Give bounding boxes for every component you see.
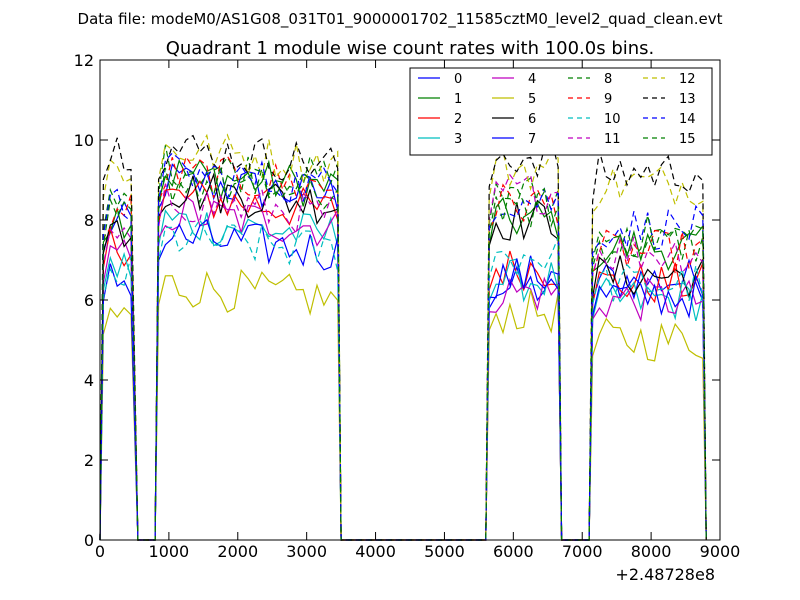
legend-label-0: 0	[454, 72, 462, 87]
plot-lines	[99, 133, 707, 541]
legend-label-4: 4	[528, 72, 536, 87]
x-axis: 0 1000 2000 3000 4000 5000 6000 7000 8000 9000	[95, 60, 740, 561]
series-line-12	[99, 133, 707, 541]
series-line-5	[99, 268, 707, 541]
legend-label-14: 14	[679, 112, 696, 127]
data-file-label: Data file: modeM0/AS1G08_031T01_90000017…	[78, 10, 723, 29]
chart-title: Quadrant 1 module wise count rates with …	[166, 38, 655, 59]
series-line-1	[99, 158, 707, 541]
y-tick-label: 10	[74, 131, 94, 150]
legend-label-1: 1	[454, 92, 462, 107]
series-line-15	[99, 165, 707, 541]
series-line-13	[99, 134, 707, 541]
legend-label-6: 6	[528, 112, 536, 127]
legend-label-15: 15	[679, 132, 696, 147]
series-line-4	[99, 195, 707, 541]
x-axis-offset-label: +2.48728e8	[615, 565, 715, 584]
x-tick-label: 6000	[493, 542, 534, 561]
y-tick-label: 12	[74, 51, 94, 70]
x-tick-label: 0	[95, 542, 105, 561]
legend-label-7: 7	[528, 132, 536, 147]
series-line-9	[99, 155, 707, 541]
x-tick-label: 3000	[286, 542, 327, 561]
series-line-8	[99, 145, 707, 541]
legend-label-10: 10	[604, 112, 621, 127]
legend-label-3: 3	[454, 132, 462, 147]
series-line-0	[99, 163, 707, 541]
x-tick-label: 5000	[424, 542, 465, 561]
legend-label-11: 11	[604, 132, 621, 147]
x-tick-label: 7000	[562, 542, 603, 561]
y-tick-label: 6	[84, 291, 94, 310]
x-tick-label: 1000	[149, 542, 190, 561]
legend-label-13: 13	[679, 92, 696, 107]
x-tick-label: 8000	[631, 542, 672, 561]
series-line-3	[99, 209, 707, 541]
series-line-10	[99, 218, 707, 541]
legend-label-8: 8	[604, 72, 612, 87]
legend-label-9: 9	[604, 92, 612, 107]
legend-label-5: 5	[528, 92, 536, 107]
series-line-6	[99, 172, 707, 541]
x-tick-label: 4000	[355, 542, 396, 561]
y-tick-label: 2	[84, 451, 94, 470]
legend-label-12: 12	[679, 72, 696, 87]
x-tick-label: 9000	[700, 542, 741, 561]
x-tick-label: 2000	[217, 542, 258, 561]
legend-box	[409, 67, 713, 156]
y-tick-label: 0	[84, 531, 94, 550]
series-line-11	[99, 173, 707, 541]
y-tick-label: 8	[84, 211, 94, 230]
series-line-7	[99, 218, 707, 541]
series-line-14	[99, 152, 707, 541]
legend-label-2: 2	[454, 112, 462, 127]
series-line-2	[99, 180, 707, 541]
y-tick-label: 4	[84, 371, 94, 390]
